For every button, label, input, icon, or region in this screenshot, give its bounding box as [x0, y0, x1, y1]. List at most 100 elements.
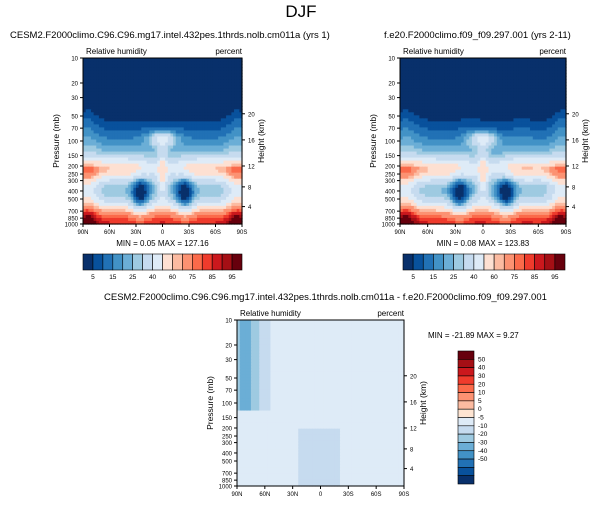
contour-cell — [90, 88, 95, 92]
contour-cell — [189, 118, 193, 122]
contour-cell — [408, 73, 412, 77]
contour-cell — [143, 133, 148, 138]
contour-cell — [204, 190, 209, 195]
contour-cell — [157, 169, 161, 174]
contour-cell — [419, 79, 423, 83]
contour-cell — [469, 97, 473, 101]
contour-cell — [157, 139, 161, 144]
contour-cell — [516, 106, 520, 110]
y2-tick-label: 20 — [248, 112, 255, 118]
contour-cell — [202, 133, 206, 138]
contour-cell — [424, 94, 429, 98]
contour-cell — [220, 109, 225, 113]
contour-cell — [554, 88, 559, 92]
contour-cell — [114, 70, 119, 74]
contour-cell — [505, 100, 509, 104]
contour-cell — [154, 130, 158, 135]
contour-cell — [117, 64, 121, 68]
contour-cell — [122, 196, 126, 201]
contour-cell — [151, 217, 156, 222]
contour-cell — [215, 199, 219, 204]
contour-cell — [138, 184, 142, 189]
contour-cell — [85, 172, 89, 177]
contour-cell — [106, 172, 111, 177]
contour-cell — [491, 58, 495, 62]
contour-cell — [469, 76, 473, 80]
contour-cell — [96, 145, 100, 150]
contour-cell — [85, 133, 89, 138]
contour-cell — [141, 220, 145, 225]
contour-cell — [141, 163, 145, 168]
contour-cell — [130, 214, 134, 219]
contour-cell — [507, 64, 512, 68]
contour-cell — [402, 97, 407, 101]
contour-cell — [104, 184, 108, 189]
contour-cell — [226, 118, 230, 122]
contour-cell — [516, 109, 520, 113]
contour-cell — [215, 181, 219, 186]
contour-cell — [151, 61, 156, 65]
contour-cell — [202, 220, 206, 225]
contour-cell — [133, 61, 137, 65]
contour-cell — [159, 220, 164, 225]
contour-cell — [90, 106, 95, 110]
contour-cell — [239, 130, 243, 135]
contour-cell — [101, 103, 105, 107]
contour-cell — [483, 97, 487, 101]
contour-cell — [133, 142, 137, 147]
contour-cell — [175, 220, 179, 225]
contour-cell — [146, 160, 150, 165]
contour-cell — [181, 211, 185, 216]
contour-cell — [521, 85, 526, 89]
contour-cell — [143, 127, 148, 132]
contour-cell — [239, 109, 243, 113]
contour-cell — [138, 214, 142, 219]
contour-cell — [104, 166, 108, 171]
contour-cell — [194, 58, 198, 62]
contour-cell — [149, 79, 153, 83]
contour-cell — [141, 70, 145, 74]
contour-cell — [191, 85, 195, 89]
contour-cell — [149, 130, 153, 135]
contour-cell — [189, 106, 193, 110]
contour-cell — [175, 217, 179, 222]
contour-cell — [120, 73, 124, 77]
contour-cell — [159, 67, 164, 71]
contour-cell — [181, 187, 185, 192]
contour-cell — [444, 85, 448, 89]
contour-cell — [236, 214, 240, 219]
contour-cell — [159, 193, 164, 198]
contour-cell — [400, 61, 404, 65]
contour-cell — [485, 82, 490, 86]
contour-cell — [114, 160, 119, 165]
contour-cell — [491, 112, 495, 116]
contour-cell — [194, 130, 198, 135]
contour-cell — [449, 112, 454, 116]
contour-cell — [104, 193, 108, 198]
contour-cell — [98, 172, 103, 177]
contour-cell — [212, 127, 217, 132]
contour-cell — [175, 148, 179, 153]
contour-cell — [101, 76, 105, 80]
contour-cell — [215, 109, 219, 113]
contour-cell — [204, 202, 209, 207]
contour-cell — [93, 121, 97, 125]
contour-cell — [207, 73, 211, 77]
contour-cell — [424, 88, 429, 92]
contour-cell — [488, 112, 492, 116]
contour-cell — [162, 106, 166, 110]
contour-cell — [411, 61, 415, 65]
contour-cell — [122, 151, 126, 156]
contour-cell — [460, 64, 465, 68]
contour-cell — [532, 100, 537, 104]
panel1: 1000850700500400300250200150100705030201… — [51, 47, 266, 236]
contour-cell — [218, 115, 222, 119]
contour-cell — [549, 88, 553, 92]
contour-cell — [104, 163, 108, 168]
contour-cell — [521, 79, 526, 83]
contour-cell — [181, 136, 185, 141]
contour-cell — [471, 61, 476, 65]
contour-cell — [552, 82, 556, 86]
contour-cell — [207, 214, 211, 219]
contour-cell — [85, 211, 89, 216]
